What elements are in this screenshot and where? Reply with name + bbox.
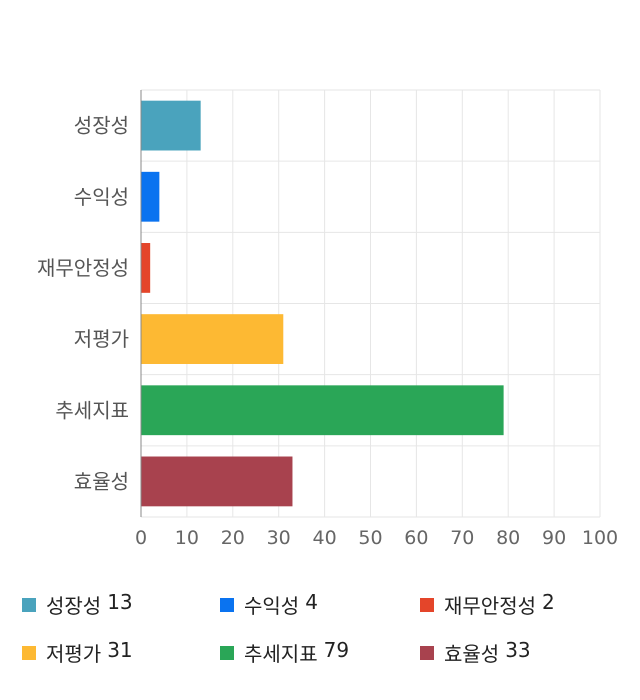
- bar: [141, 171, 160, 222]
- bar: [141, 456, 293, 507]
- x-tick-label: 100: [582, 527, 618, 549]
- legend-value: 4: [305, 590, 318, 614]
- bars: [141, 100, 504, 507]
- legend-label: 재무안정성: [444, 594, 536, 618]
- category-label: 추세지표: [55, 398, 129, 422]
- category-label: 수익성: [74, 185, 129, 209]
- legend-value: 2: [542, 590, 555, 614]
- legend-item-undervalued: 저평가 31: [22, 638, 133, 667]
- x-tick-label: 70: [450, 527, 474, 549]
- legend-value: 31: [107, 638, 133, 662]
- category-label: 저평가: [74, 327, 129, 351]
- x-tick-label: 60: [404, 527, 428, 549]
- x-tick-label: 50: [358, 527, 382, 549]
- bar: [141, 314, 284, 364]
- bar: [141, 243, 151, 293]
- category-label: 효율성: [74, 469, 129, 493]
- x-tick-label: 0: [135, 527, 147, 549]
- legend: 성장성 13 수익성 4 재무안정성 2 저평가 31 추세지표 79 효율성 33: [0, 580, 640, 690]
- legend-value: 79: [323, 638, 350, 662]
- legend-label: 성장성: [46, 594, 102, 618]
- legend-item-stability: 재무안정성 2: [420, 590, 555, 619]
- category-label: 성장성: [74, 114, 129, 138]
- legend-swatch: [22, 645, 36, 660]
- legend-label: 수익성: [244, 594, 300, 618]
- legend-item-efficiency: 효율성 33: [420, 638, 531, 667]
- x-tick-label: 10: [175, 527, 199, 549]
- legend-swatch: [220, 645, 234, 660]
- legend-value: 13: [107, 590, 133, 614]
- legend-item-growth: 성장성 13: [22, 590, 133, 619]
- legend-swatch: [420, 645, 434, 660]
- legend-item-trend: 추세지표 79: [220, 638, 349, 667]
- x-tick-labels: 0 10 20 30 40 50 60 70 80 90 100: [135, 527, 618, 549]
- legend-label: 효율성: [444, 642, 500, 666]
- legend-swatch: [22, 597, 36, 612]
- x-tick-label: 90: [542, 527, 566, 549]
- legend-item-profitability: 수익성 4: [220, 590, 318, 619]
- x-tick-label: 80: [496, 527, 520, 549]
- legend-label: 저평가: [46, 642, 102, 666]
- x-tick-label: 30: [267, 527, 291, 549]
- legend-label: 추세지표: [244, 642, 318, 666]
- bar: [141, 100, 201, 151]
- x-tick-label: 40: [313, 527, 337, 549]
- legend-value: 33: [505, 638, 531, 662]
- grid-lines: [140, 89, 601, 518]
- x-tick-label: 20: [221, 527, 245, 549]
- bar: [141, 385, 504, 436]
- legend-swatch: [420, 597, 434, 612]
- category-label: 재무안정성: [37, 256, 129, 280]
- legend-swatch: [220, 597, 234, 612]
